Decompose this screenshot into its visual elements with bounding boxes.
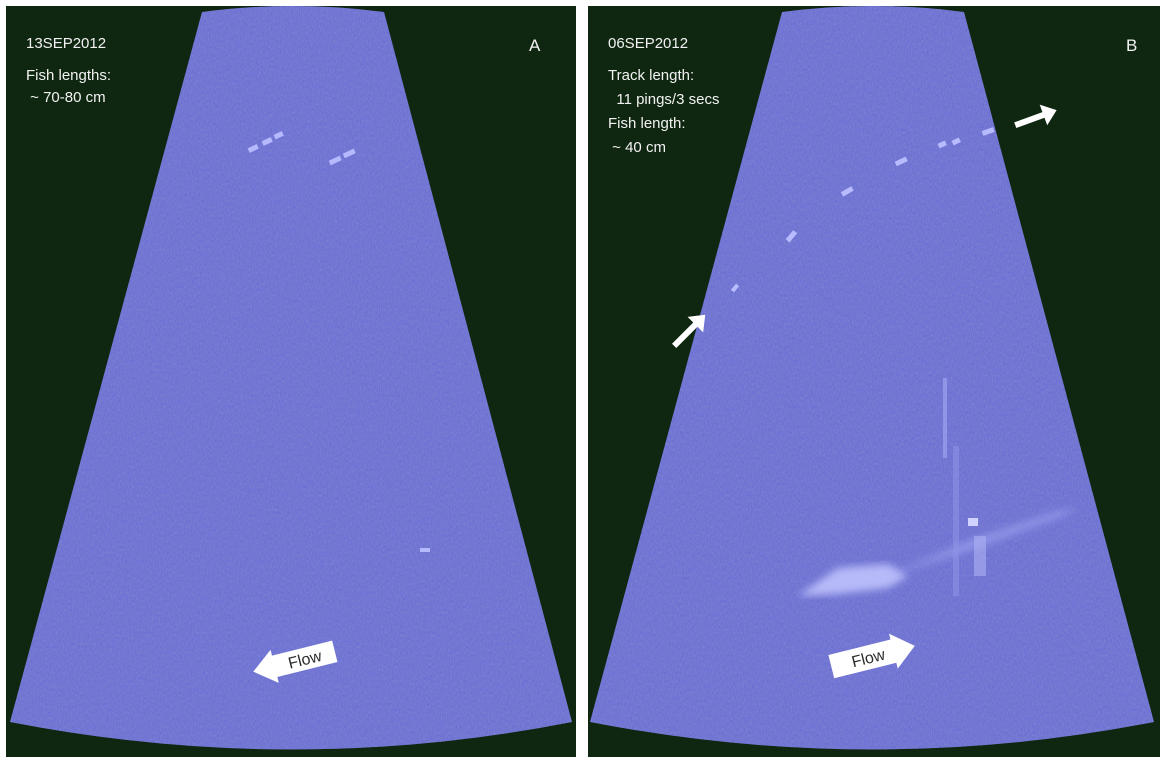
fish-track-b bbox=[730, 127, 995, 293]
info-line-b3: Fish length: bbox=[608, 115, 686, 132]
fish-echo bbox=[894, 156, 908, 167]
info-line-b1: Track length: bbox=[608, 67, 695, 84]
fish-echo bbox=[273, 131, 284, 140]
date-label-a: 13SEP2012 bbox=[26, 35, 107, 52]
panel-letter-a: A bbox=[529, 36, 541, 55]
sonar-noise-b bbox=[590, 6, 1154, 750]
fish-echo bbox=[840, 186, 854, 197]
sonar-image-b: Flow bbox=[590, 6, 1154, 750]
track-end-arrow bbox=[1014, 104, 1057, 129]
fish-echo bbox=[328, 155, 342, 166]
fish-echo bbox=[420, 548, 430, 552]
track-start-arrow bbox=[672, 314, 706, 348]
info-line-b4: ~ 40 cm bbox=[608, 139, 666, 156]
date-label-b: 06SEP2012 bbox=[608, 35, 689, 52]
fish-echo bbox=[937, 140, 947, 149]
sonar-noise-a bbox=[10, 6, 572, 750]
info-line-a1: Fish lengths: bbox=[26, 67, 112, 84]
structure-echo-b bbox=[798, 378, 1078, 596]
fish-echo bbox=[785, 230, 798, 243]
fish-echo bbox=[730, 283, 740, 293]
sonar-panel-a: Flow 13SEP2012 Fish lengths: ~ 70-80 cm … bbox=[6, 6, 576, 757]
info-line-b2: 11 pings/3 secs bbox=[608, 91, 720, 108]
fish-echo bbox=[261, 137, 273, 146]
fish-echo bbox=[951, 137, 961, 146]
info-line-a2: ~ 70-80 cm bbox=[26, 89, 106, 106]
fish-echoes-a bbox=[247, 131, 430, 552]
panel-letter-b: B bbox=[1126, 36, 1138, 55]
fish-echo bbox=[342, 148, 356, 159]
sonar-panel-b: Flow 06SEP2012 Track length: 11 pings/3 … bbox=[588, 6, 1160, 757]
flow-arrow-a: Flow bbox=[253, 640, 338, 683]
sonar-image-a: Flow bbox=[10, 6, 572, 750]
fish-echo bbox=[247, 144, 259, 153]
fish-echo bbox=[981, 127, 995, 136]
